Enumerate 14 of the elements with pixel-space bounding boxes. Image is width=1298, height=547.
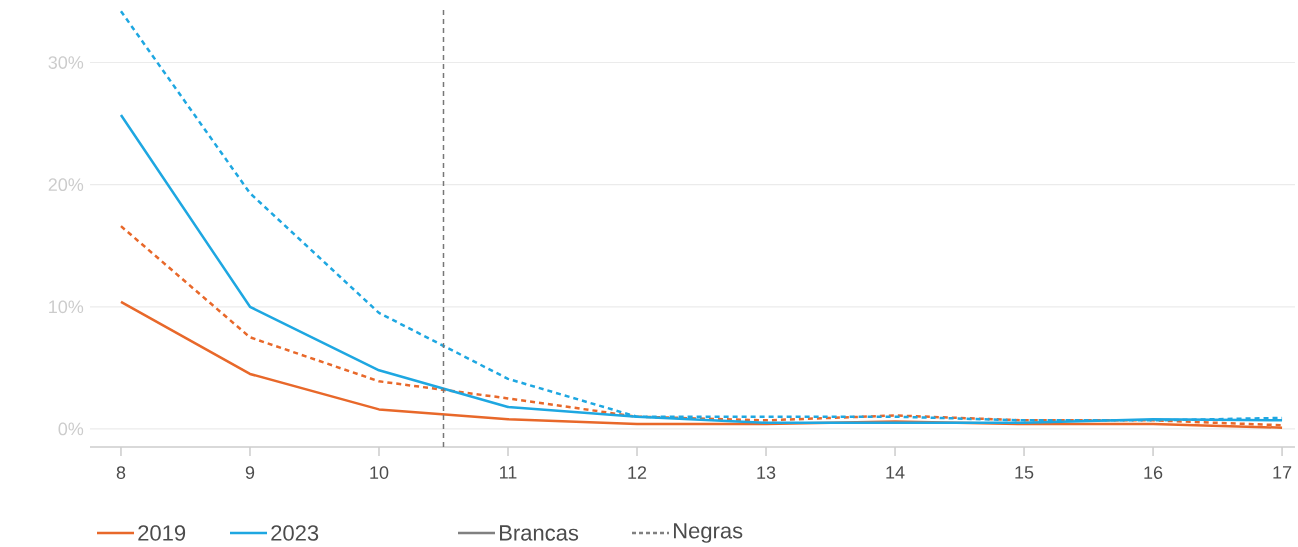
x-tick-label: 10 xyxy=(370,466,389,479)
legend-label: 2023 xyxy=(271,525,319,541)
text: Negras xyxy=(674,523,743,543)
x-tick-label: 11 xyxy=(500,466,517,479)
x-tick-label: 15 xyxy=(1015,466,1034,479)
text: Brancas xyxy=(500,525,579,541)
x-tick-label: 9 xyxy=(245,466,255,479)
legend-label: 2019 xyxy=(138,525,186,541)
x-tick-label: 13 xyxy=(757,466,776,479)
x-tick-label: 17 xyxy=(1273,466,1292,479)
x-tick-label: 12 xyxy=(628,466,647,479)
x-tick-label: 8 xyxy=(116,466,126,479)
x-tick-label: 14 xyxy=(886,466,905,479)
x-tick-label: 16 xyxy=(1144,466,1163,479)
